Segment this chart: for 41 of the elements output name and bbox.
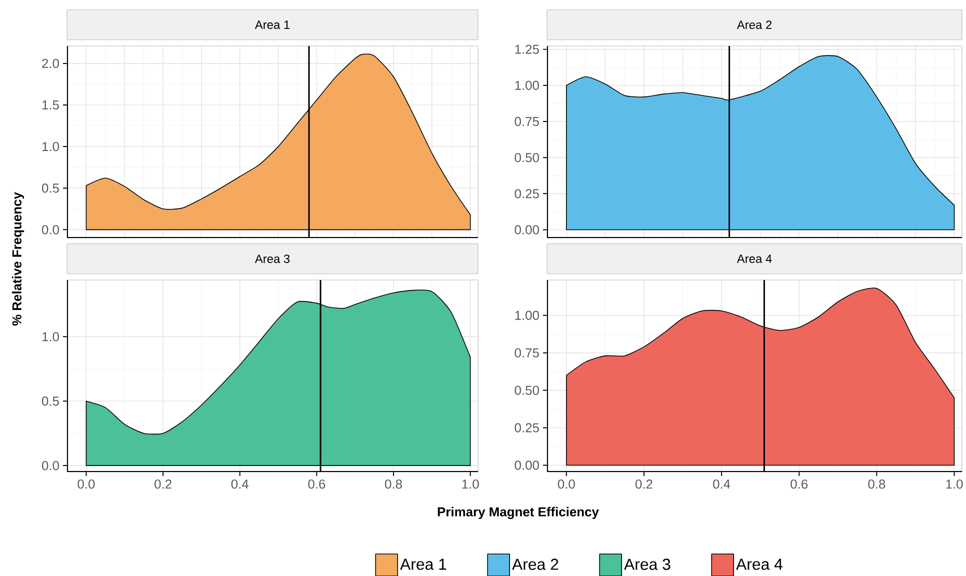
x-tick-label: 0.4 [231,480,248,489]
y-tick-label: 0.0 [42,460,59,470]
y-tick-label: 0.00 [514,225,539,234]
x-tick-label: 0.4 [713,480,730,489]
x-tick-label: 1.0 [946,480,963,489]
y-tick-label: 1.00 [515,310,539,320]
chart-title: Area 4 [736,254,772,263]
x-tick-label: 0.8 [868,480,886,489]
x-tick-label: 0.6 [790,480,808,489]
y-tick-label: 0.5 [42,396,59,406]
y-tick-label: 2.0 [42,58,59,68]
x-tick-label: 0.2 [635,480,652,489]
y-tick-label: 0.25 [514,189,539,198]
y-axis-title: % Relative Frequency [12,192,24,326]
x-axis-title: Primary Magnet Efficiency [438,506,599,520]
chart-title: Area 1 [254,20,290,29]
legend-label: Area 4 [736,558,782,570]
x-tick-label: 0.2 [154,480,172,489]
y-tick-label: 0.50 [514,386,539,395]
legend-label: Area 2 [512,558,558,570]
y-tick-label: 0.5 [42,184,59,193]
y-tick-label: 1.0 [42,332,59,342]
x-tick-label: 1.0 [462,480,479,489]
y-tick-label: 0.0 [42,225,59,234]
chart-title: Area 3 [254,254,290,264]
legend-label: Area 3 [624,558,670,570]
y-tick-label: 0.50 [514,152,539,162]
x-tick-label: 0.6 [308,480,326,489]
y-tick-label: 1.5 [42,100,59,110]
y-tick-label: 1.25 [515,44,539,54]
chart-title: Area 2 [736,20,772,30]
legend-label: Area 1 [400,558,446,570]
y-tick-label: 1.00 [515,80,539,90]
y-tick-label: 0.25 [514,423,539,432]
y-tick-label: 1.0 [42,142,59,152]
x-tick-label: 0.8 [385,480,402,489]
y-tick-label: 0.75 [514,348,539,358]
y-tick-label: 0.75 [514,116,539,126]
x-tick-label: 0.0 [78,480,95,489]
y-tick-label: 0.00 [514,460,539,470]
x-tick-label: 0.0 [558,480,575,489]
